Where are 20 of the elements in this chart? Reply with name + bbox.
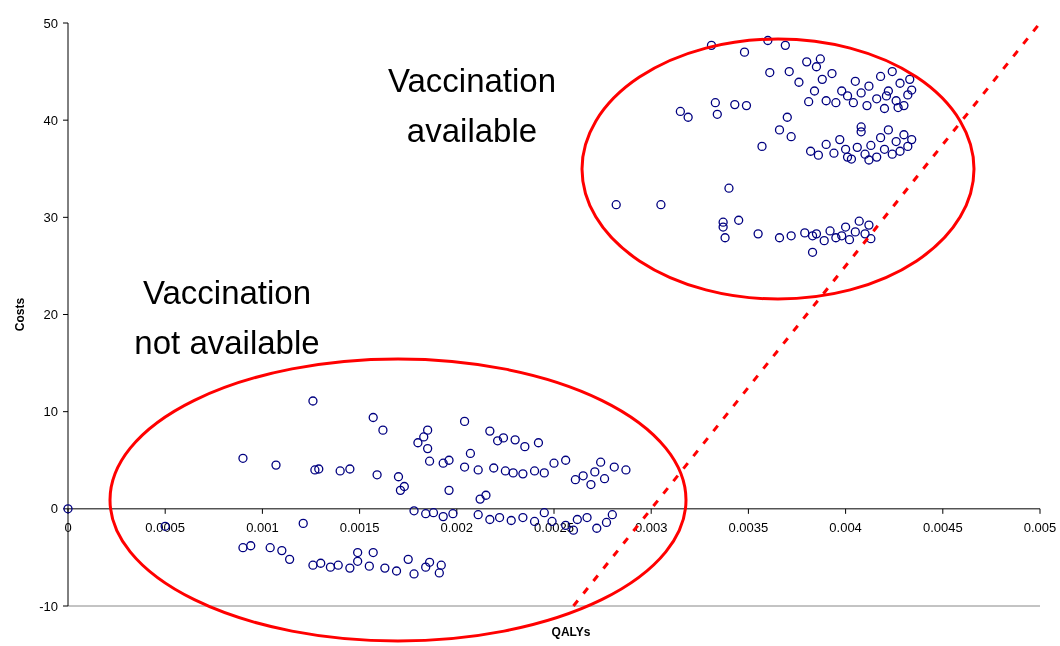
y-tick-label: 30 (43, 209, 58, 225)
y-tick-label: 10 (43, 404, 58, 420)
x-tick-label: 0.001 (246, 519, 279, 535)
annotation: Vaccination not available (134, 274, 320, 361)
x-tick-label: 0.005 (1023, 519, 1057, 535)
y-tick-label: 0 (50, 501, 58, 517)
y-tick-label: 20 (43, 307, 58, 323)
x-tick-label: 0.0045 (922, 519, 963, 535)
y-tick-label: -10 (39, 598, 58, 614)
x-tick-label: 0.002 (440, 519, 474, 535)
y-tick-label: 40 (43, 112, 58, 128)
y-axis-title: Costs (13, 297, 27, 332)
y-tick-label: 50 (43, 15, 58, 31)
x-tick-label: 0.003 (634, 519, 668, 535)
x-tick-label: 0 (64, 519, 72, 535)
annotation: Vaccination available (387, 62, 557, 149)
x-tick-label: 0.004 (829, 519, 862, 535)
x-axis-title: QALYs (551, 625, 591, 639)
x-tick-label: 0.0015 (339, 519, 380, 535)
x-tick-label: 0.0035 (728, 519, 769, 535)
